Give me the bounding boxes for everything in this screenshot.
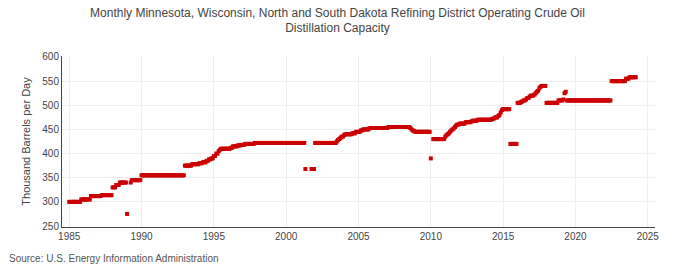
svg-text:Monthly Minnesota, Wisconsin,: Monthly Minnesota, Wisconsin, North and … [90,6,585,36]
svg-text:2005: 2005 [347,231,370,242]
svg-text:300: 300 [42,196,59,207]
svg-text:Thousand Barrels per Day: Thousand Barrels per Day [20,77,32,206]
svg-text:2010: 2010 [420,231,443,242]
svg-text:2020: 2020 [564,231,587,242]
svg-text:Source: U.S. Energy Informatio: Source: U.S. Energy Information Administ… [9,253,219,264]
svg-text:1995: 1995 [203,231,226,242]
svg-text:450: 450 [42,124,59,135]
svg-text:600: 600 [42,51,59,62]
svg-text:1990: 1990 [130,231,153,242]
svg-text:350: 350 [42,172,59,183]
svg-text:1985: 1985 [58,231,81,242]
svg-text:2000: 2000 [275,231,298,242]
svg-text:2025: 2025 [637,231,660,242]
svg-text:550: 550 [42,76,59,87]
svg-text:400: 400 [42,148,59,159]
svg-text:500: 500 [42,100,59,111]
svg-text:250: 250 [42,221,59,232]
svg-text:2015: 2015 [492,231,515,242]
